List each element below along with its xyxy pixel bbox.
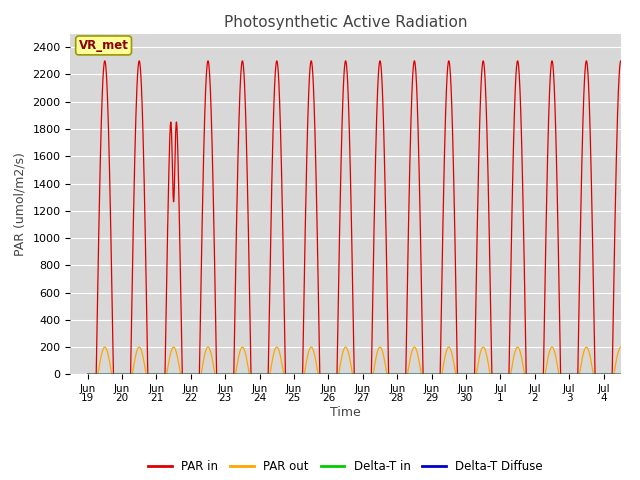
Delta-T in — [295, 372, 303, 377]
PAR in — [295, 372, 303, 377]
PAR in — [319, 372, 326, 377]
PAR out — [564, 372, 572, 377]
Delta-T in — [319, 372, 326, 377]
PAR in — [634, 372, 640, 377]
Delta-T Diffuse — [295, 372, 303, 377]
Delta-T in — [623, 372, 631, 377]
Legend: PAR in, PAR out, Delta-T in, Delta-T Diffuse: PAR in, PAR out, Delta-T in, Delta-T Dif… — [143, 455, 548, 478]
PAR in — [84, 372, 92, 377]
PAR out — [634, 372, 640, 377]
PAR out — [319, 372, 326, 377]
Delta-T Diffuse — [319, 372, 326, 377]
PAR in — [147, 372, 154, 377]
Line: PAR in: PAR in — [88, 61, 638, 374]
PAR in — [623, 257, 631, 263]
Delta-T in — [634, 372, 640, 377]
Delta-T Diffuse — [623, 372, 631, 377]
PAR in — [564, 372, 572, 377]
PAR out — [147, 372, 154, 377]
Delta-T in — [147, 372, 154, 377]
X-axis label: Time: Time — [330, 406, 361, 419]
PAR in — [179, 372, 187, 377]
Delta-T Diffuse — [84, 372, 92, 377]
Delta-T in — [84, 372, 92, 377]
PAR in — [204, 58, 212, 64]
Y-axis label: PAR (umol/m2/s): PAR (umol/m2/s) — [14, 152, 27, 256]
Line: PAR out: PAR out — [88, 347, 638, 374]
PAR out — [514, 344, 522, 350]
Delta-T Diffuse — [147, 372, 154, 377]
Delta-T in — [564, 372, 572, 377]
Delta-T Diffuse — [564, 372, 572, 377]
PAR out — [623, 370, 631, 375]
Text: VR_met: VR_met — [79, 39, 129, 52]
PAR out — [295, 372, 303, 377]
Delta-T Diffuse — [634, 372, 640, 377]
Delta-T in — [179, 372, 187, 377]
Title: Photosynthetic Active Radiation: Photosynthetic Active Radiation — [224, 15, 467, 30]
PAR out — [84, 372, 92, 377]
PAR out — [179, 372, 187, 377]
Delta-T Diffuse — [179, 372, 187, 377]
